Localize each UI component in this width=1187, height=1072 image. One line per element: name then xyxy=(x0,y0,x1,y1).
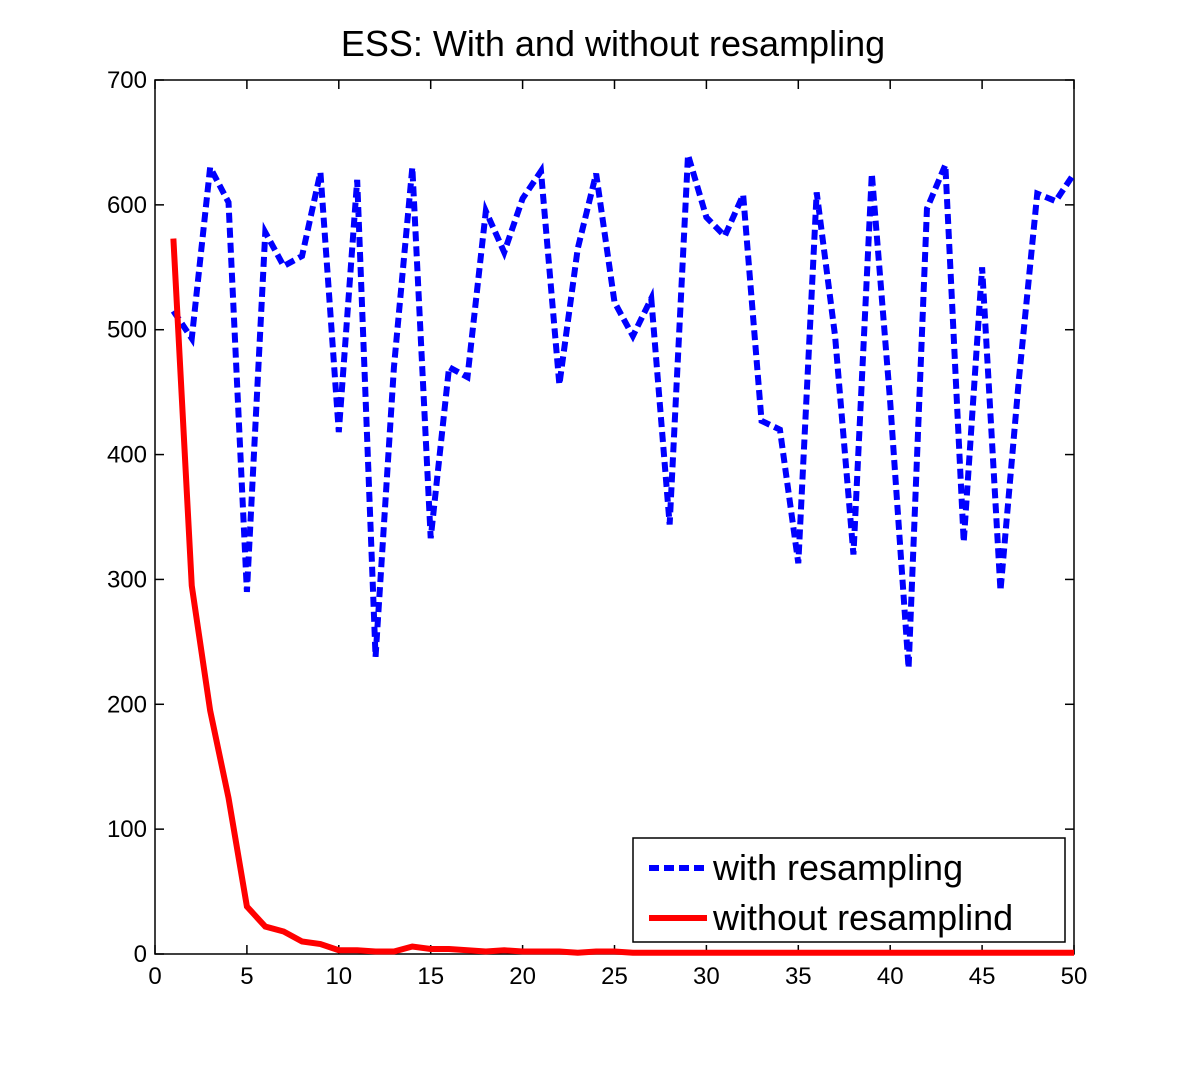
legend-label: without resamplind xyxy=(712,897,1013,938)
y-tick-label: 400 xyxy=(107,442,147,469)
x-tick-label: 15 xyxy=(417,963,444,990)
x-tick-label: 40 xyxy=(877,963,904,990)
y-tick-label: 200 xyxy=(107,691,147,718)
legend-label: with resampling xyxy=(712,847,963,888)
x-tick-label: 30 xyxy=(693,963,720,990)
series-lines xyxy=(170,154,1077,956)
x-tick-label: 5 xyxy=(240,963,253,990)
y-tick-label: 500 xyxy=(107,317,147,344)
y-tick-label: 0 xyxy=(134,941,147,968)
chart-title: ESS: With and without resampling xyxy=(341,23,885,64)
y-tick-label: 600 xyxy=(107,192,147,219)
y-tick-label: 100 xyxy=(107,816,147,843)
x-tick-label: 10 xyxy=(325,963,352,990)
y-tick-label: 300 xyxy=(107,566,147,593)
x-tick-label: 0 xyxy=(148,963,161,990)
x-tick-label: 25 xyxy=(601,963,628,990)
y-tick-label: 700 xyxy=(107,67,147,94)
series-line-with-resampling xyxy=(170,154,1077,669)
x-tick-label: 35 xyxy=(785,963,812,990)
legend: with resampling without resamplind xyxy=(632,837,1066,943)
legend-box xyxy=(632,837,1066,943)
x-tick-label: 50 xyxy=(1061,963,1088,990)
plot-area xyxy=(154,79,1075,955)
series-line-without-resampling xyxy=(170,238,1074,956)
x-tick-label: 45 xyxy=(969,963,996,990)
x-tick-label: 20 xyxy=(509,963,536,990)
